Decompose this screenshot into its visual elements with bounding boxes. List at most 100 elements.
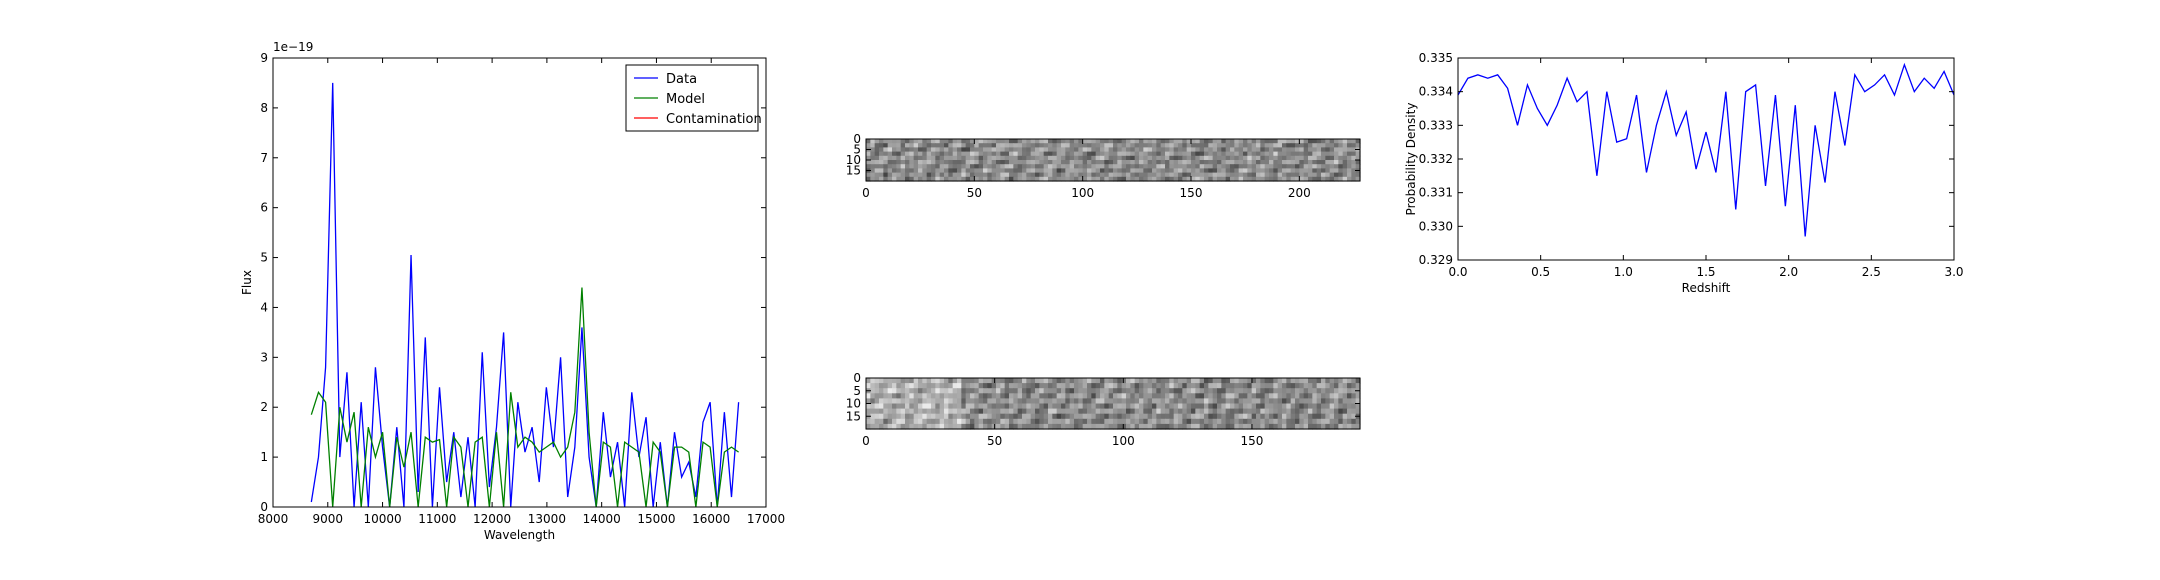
pixel [944, 388, 949, 394]
pixel [1230, 168, 1235, 174]
pixel [1104, 403, 1110, 410]
pixel [1208, 139, 1214, 144]
pixel [1195, 378, 1201, 384]
pixel [1030, 413, 1036, 420]
x-axis-label: Wavelength [484, 528, 555, 542]
pixel [922, 176, 928, 182]
offset-label: 1e−19 [273, 40, 313, 54]
pixel [922, 168, 928, 174]
pixel [1165, 143, 1170, 148]
x-tick-label: 150 [1240, 434, 1263, 448]
pixel [1113, 168, 1118, 174]
pixel [1126, 398, 1131, 405]
pixel [874, 388, 880, 394]
pixel [1230, 378, 1235, 384]
pixel [1160, 423, 1166, 430]
pixel [1104, 408, 1110, 415]
pixel [892, 378, 897, 384]
pixel [1126, 176, 1131, 182]
pixel [1290, 139, 1296, 144]
pixel [1130, 172, 1136, 178]
pixel [948, 151, 954, 157]
y-tick-label: 3 [260, 350, 268, 364]
pixel [1238, 388, 1244, 394]
pixel [1022, 168, 1027, 174]
data-line [1458, 62, 1954, 237]
pixel [1329, 164, 1335, 169]
pixel [892, 139, 897, 144]
pixel [1182, 418, 1188, 425]
pixel [996, 155, 1001, 161]
pixel [1186, 172, 1192, 178]
pixel [1095, 172, 1101, 178]
pixel [874, 151, 880, 157]
pixel [970, 139, 975, 144]
x-tick-label: 50 [987, 434, 1002, 448]
pixel [1173, 176, 1179, 182]
pixel [866, 408, 871, 415]
pixel [1048, 383, 1053, 389]
pixel [883, 151, 889, 157]
pixel [1169, 388, 1175, 394]
pixel [1082, 413, 1088, 420]
pixel [1009, 413, 1014, 420]
pixel [1108, 147, 1114, 153]
pixel [1095, 398, 1101, 405]
pixel [1160, 160, 1166, 165]
pixel [1039, 383, 1045, 389]
pixel [874, 143, 880, 148]
pixel [1160, 139, 1166, 144]
pixel [1329, 388, 1335, 394]
pixel [965, 413, 971, 420]
pixel [870, 155, 876, 161]
pixel [1147, 408, 1153, 415]
pixel [931, 398, 936, 405]
pixel [1243, 403, 1248, 410]
pixel [879, 418, 884, 425]
pixel [1095, 408, 1101, 415]
pixel [970, 172, 975, 178]
pixel [1230, 143, 1235, 148]
pixel [918, 151, 923, 157]
x-tick-label: 2.0 [1779, 265, 1798, 279]
pixel [1165, 160, 1170, 165]
pixel [1061, 403, 1066, 410]
pixel [965, 147, 971, 153]
pixel [957, 398, 962, 405]
pixel [983, 151, 988, 157]
pixel [1078, 155, 1084, 161]
pixel [1351, 143, 1357, 148]
pixel [1273, 143, 1279, 148]
pixel [939, 403, 945, 410]
pixel [879, 143, 884, 148]
pixel [983, 164, 988, 169]
pixel [1126, 403, 1131, 410]
pixel [918, 418, 923, 425]
pixel [1121, 418, 1127, 425]
pixel [1347, 160, 1352, 165]
pixel [918, 403, 923, 410]
pixel [935, 155, 941, 161]
pixel [961, 143, 967, 148]
pixel [1126, 408, 1131, 415]
pixel [1264, 151, 1270, 157]
pixel [1195, 160, 1201, 165]
pixel [991, 388, 997, 394]
pixel [909, 172, 915, 178]
pixel [887, 172, 893, 178]
pixel [1321, 413, 1326, 420]
pixel [1130, 423, 1136, 430]
pixel [978, 403, 984, 410]
pixel [1052, 418, 1058, 425]
pixel [1143, 393, 1149, 399]
pixel [1065, 408, 1071, 415]
pixel [1355, 151, 1361, 157]
pixel [1121, 176, 1127, 182]
pixel [922, 160, 928, 165]
pixel [1013, 151, 1019, 157]
pixel [1095, 176, 1101, 182]
pixel [961, 160, 967, 165]
pixel [1160, 147, 1166, 153]
pixel [1238, 147, 1244, 153]
pixel [1152, 403, 1157, 410]
